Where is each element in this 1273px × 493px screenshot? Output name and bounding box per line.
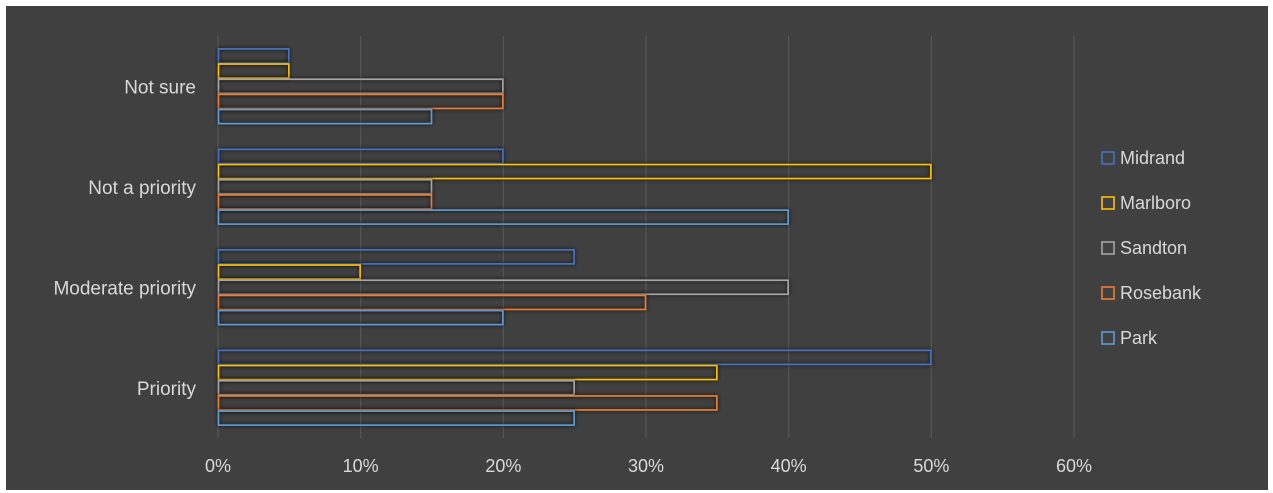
bars — [217, 48, 932, 426]
bar-midrand — [217, 148, 504, 165]
legend-label-rosebank: Rosebank — [1120, 283, 1202, 303]
chart-area: Priority Moderate priority Not a priority N… — [6, 6, 1268, 490]
gridlines — [217, 36, 1075, 438]
x-tick-label: 20% — [485, 456, 521, 476]
bar-marlboro — [217, 163, 932, 180]
legend-label-park: Park — [1120, 328, 1158, 348]
bar-marlboro — [217, 364, 718, 381]
category-labels: Priority Moderate priority Not a priority N… — [53, 77, 196, 400]
bar-chart: Priority Moderate priority Not a priority N… — [53, 36, 1202, 476]
bar-rosebank — [217, 93, 504, 110]
x-axis-tick-labels: 0% 10% 20% 30% 40% 50% 60% — [205, 456, 1092, 476]
bar-park — [217, 209, 789, 225]
bar-midrand — [217, 48, 290, 64]
category-label: Priority — [137, 379, 197, 400]
bar-sandton — [217, 178, 433, 195]
x-tick-label: 10% — [343, 456, 379, 476]
legend-swatch-marlboro — [1101, 196, 1115, 210]
bar-sandton — [217, 379, 575, 396]
bar-rosebank — [217, 395, 718, 411]
x-tick-label: 30% — [628, 456, 664, 476]
category-label: Not sure — [124, 77, 196, 98]
bar-park — [217, 108, 433, 125]
legend-swatch-rosebank — [1101, 286, 1115, 300]
bar-rosebank — [217, 294, 647, 311]
bar-rosebank — [217, 194, 433, 210]
legend-label-midrand: Midrand — [1120, 148, 1185, 168]
bar-park — [217, 309, 504, 326]
bar-midrand — [217, 349, 932, 366]
legend: Midrand Marlboro Sandton Rosebank Park — [1101, 148, 1202, 348]
bar-midrand — [217, 249, 575, 265]
x-tick-label: 0% — [205, 456, 231, 476]
legend-swatch-park — [1101, 331, 1115, 345]
bar-sandton — [217, 78, 504, 95]
x-tick-label: 60% — [1056, 456, 1092, 476]
x-tick-label: 40% — [771, 456, 807, 476]
x-tick-label: 50% — [913, 456, 949, 476]
bar-marlboro — [217, 264, 361, 280]
legend-label-sandton: Sandton — [1120, 238, 1187, 258]
bar-marlboro — [217, 63, 290, 79]
legend-label-marlboro: Marlboro — [1120, 193, 1191, 213]
category-label: Moderate priority — [53, 278, 196, 299]
bar-sandton — [217, 279, 789, 296]
legend-swatch-midrand — [1101, 151, 1115, 165]
legend-swatch-sandton — [1101, 241, 1115, 255]
bar-park — [217, 410, 575, 426]
category-label: Not a priority — [88, 178, 196, 199]
